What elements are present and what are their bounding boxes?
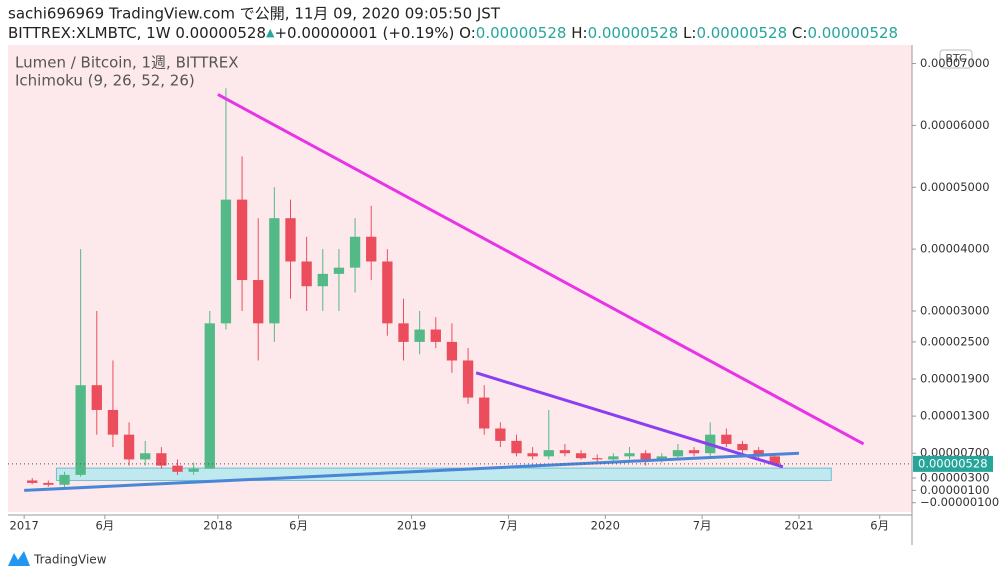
candle-body: [414, 329, 425, 342]
candle-body: [91, 385, 102, 410]
x-tick-label: 6月: [870, 519, 889, 533]
last-price-label: 0.00000528: [918, 456, 988, 470]
y-tick-label: 0.00000300: [920, 470, 990, 484]
candle-body: [624, 453, 635, 457]
y-tick-label: 0.00001300: [920, 409, 990, 423]
candle-body: [511, 440, 522, 454]
candle-body: [575, 453, 587, 459]
ohlc-label: C:: [792, 24, 808, 42]
logo-icon: [8, 551, 30, 566]
last-price-box: [913, 455, 993, 472]
x-tick-label: 2020: [591, 519, 620, 533]
plot-background: [8, 45, 912, 512]
candle-body: [640, 453, 651, 460]
candle-body: [769, 456, 780, 464]
candle-body: [253, 280, 264, 324]
candle-body: [349, 236, 361, 268]
candle-body: [527, 453, 538, 457]
x-tick-label: 2019: [397, 519, 426, 533]
candle-body: [721, 434, 732, 444]
symbol-line: BITTREX:XLMBTC, 1W 0.00000528▲+0.0000000…: [8, 24, 898, 42]
y-tick-label: 0.00007000: [920, 56, 990, 70]
candle-body: [495, 428, 506, 441]
trend-line: [24, 451, 800, 492]
x-tick-label: 7月: [693, 519, 712, 533]
symbol: BITTREX:XLMBTC, 1W: [8, 24, 171, 42]
ohlc-label: L:: [683, 24, 696, 42]
candle-body: [446, 341, 458, 361]
candle-body: [59, 474, 70, 485]
candle-body: [75, 385, 86, 475]
candle-body: [172, 465, 183, 472]
y-tick-label: 0.00005000: [920, 180, 990, 194]
ohlc-value: 0.00000528: [807, 24, 898, 42]
y-tick-label: 0.00004000: [920, 242, 990, 256]
candle-body: [27, 480, 38, 483]
x-tick-label: 7月: [499, 519, 518, 533]
candle-body: [672, 450, 684, 457]
chart-title: Lumen / Bitcoin, 1週, BITTREX: [15, 54, 239, 72]
candle-body: [317, 273, 328, 287]
trend-line: [475, 371, 784, 469]
brand: TradingView: [33, 553, 107, 567]
candle-body: [43, 482, 54, 485]
x-tick-label: 2021: [784, 519, 813, 533]
candle-body: [656, 456, 667, 460]
ohlc-value: 0.00000528: [696, 24, 787, 42]
candle-body: [559, 450, 571, 454]
x-tick-label: 6月: [289, 519, 308, 533]
candle-body: [608, 456, 619, 460]
arrow: ▲: [266, 26, 275, 39]
candle-body: [592, 458, 603, 460]
candle-body: [285, 218, 296, 262]
candle-body: [333, 267, 345, 274]
change: +0.00000001 (+0.19%): [274, 24, 454, 42]
y-tick-label: 0.00000100: [920, 483, 990, 497]
y-tick-label: 0.00002500: [920, 334, 990, 348]
candle-body: [753, 450, 764, 457]
zone: [55, 467, 832, 481]
candle-body: [156, 453, 167, 466]
candle-body: [382, 261, 393, 324]
logo: TradingView: [8, 551, 107, 567]
candle-body: [269, 218, 280, 324]
candle-body: [188, 468, 199, 472]
candle-body: [462, 360, 474, 398]
candle-body: [301, 261, 312, 287]
x-tick-label: 2017: [10, 519, 39, 533]
ohlc-value: 0.00000528: [588, 24, 679, 42]
candle-body: [430, 329, 441, 342]
candle-body: [123, 434, 135, 460]
trend-line: [217, 93, 865, 446]
ohlc-value: 0.00000528: [476, 24, 567, 42]
last: 0.00000528: [175, 24, 266, 42]
candle-body: [398, 323, 409, 342]
candle-body: [107, 409, 119, 435]
candle-body: [366, 236, 377, 262]
currency: BTC: [945, 52, 967, 65]
candle-body: [479, 397, 490, 429]
x-tick-label: 6月: [95, 519, 114, 533]
candle-body: [737, 443, 748, 451]
ohlc-label: H:: [571, 24, 587, 42]
candle-body: [140, 453, 151, 460]
candle-body: [236, 199, 248, 281]
y-tick-label: 0.00003000: [920, 303, 990, 317]
candle-body: [220, 199, 232, 324]
x-tick-label: 2018: [203, 519, 232, 533]
ohlc-label: O:: [459, 24, 476, 42]
candle-body: [688, 450, 700, 454]
publish-line: sachi696969 TradingView.com で公開, 11月 09,…: [8, 5, 501, 23]
y-tick-label: 0.00001900: [920, 372, 990, 386]
indicator-label: Ichimoku (9, 26, 52, 26): [15, 72, 195, 90]
candle-body: [543, 450, 554, 457]
currency-badge: [939, 49, 973, 69]
candle-body: [204, 323, 215, 469]
y-tick-label: 0.00006000: [920, 118, 990, 132]
y-tick-label: −0.00000100: [920, 495, 999, 509]
